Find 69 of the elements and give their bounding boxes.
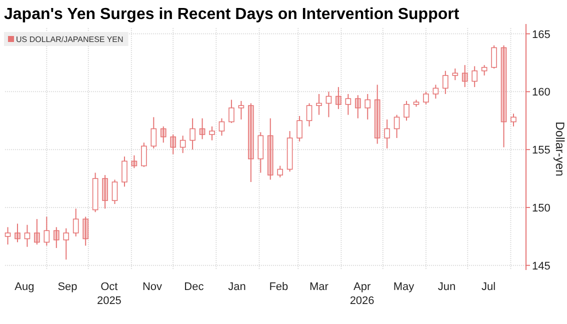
y-tick-label: 160 <box>532 86 550 99</box>
candlestick <box>238 100 244 120</box>
y-tick-label: 155 <box>532 144 550 157</box>
x-tick-label: Oct 2025 <box>96 281 122 307</box>
candlestick <box>394 114 400 138</box>
candlestick <box>63 228 70 260</box>
x-tick-label: May <box>393 281 415 293</box>
candlestick <box>481 64 488 76</box>
candlestick <box>209 126 215 141</box>
candlestick <box>296 116 302 142</box>
x-tick-label: Nov <box>142 281 163 293</box>
candlestick <box>4 226 11 246</box>
legend-label: US DOLLAR/JAPANESE YEN <box>16 35 124 44</box>
x-tick-label: Jun <box>438 281 456 293</box>
candlestick <box>102 174 108 210</box>
candlestick <box>316 94 322 116</box>
candlestick <box>354 94 361 119</box>
candlestick <box>336 86 342 110</box>
candlestick <box>423 91 429 105</box>
x-tick-label: Sep <box>58 281 78 293</box>
candlestick <box>54 226 60 248</box>
candlestick <box>190 118 196 150</box>
candlestick <box>14 223 20 243</box>
candlestick <box>267 118 274 180</box>
candlestick <box>248 102 254 182</box>
y-tick-label: 145 <box>532 260 550 272</box>
candlestick <box>404 100 410 122</box>
candlestick <box>228 99 234 124</box>
candlestick <box>374 84 380 144</box>
x-tick-label: Mar <box>310 281 329 293</box>
candlestick <box>306 102 312 127</box>
candlestick <box>364 94 371 120</box>
candlestick <box>462 64 468 88</box>
candlestick <box>326 91 332 118</box>
candlestick <box>500 44 507 148</box>
candlestick <box>218 118 225 136</box>
candlestick <box>199 118 206 140</box>
candlestick <box>491 44 497 70</box>
candlestick <box>170 134 176 155</box>
y-axis-title: Dollar-yen <box>553 122 567 176</box>
y-tick-label: 150 <box>532 202 550 214</box>
candlestick <box>345 94 352 116</box>
candlestick <box>258 132 264 174</box>
candlestick <box>34 218 40 246</box>
candlestick <box>24 224 30 248</box>
x-tick-label: Jan <box>228 281 246 293</box>
candlestick <box>160 126 166 144</box>
y-tick-label: 165 <box>532 28 550 41</box>
candlestick <box>72 208 79 237</box>
candlestick <box>180 135 186 154</box>
candlestick <box>112 179 118 204</box>
candlestick <box>150 116 157 149</box>
candlestick <box>510 113 516 127</box>
x-tick-label: Dec <box>184 281 204 293</box>
candlestick <box>452 68 458 81</box>
candlestick <box>82 216 88 246</box>
candlestick <box>277 165 283 178</box>
x-tick-label: Feb <box>269 281 288 293</box>
x-tick-label: Aug <box>14 281 34 293</box>
candlestick <box>432 84 439 100</box>
candlestick <box>384 118 390 149</box>
candlestick <box>141 142 147 168</box>
x-tick-label: Jul <box>481 281 496 293</box>
candlestick <box>472 66 478 88</box>
candlestick <box>44 216 50 246</box>
candlestick <box>122 156 128 188</box>
chart-title: Japan's Yen Surges in Recent Days on Intervention Support <box>4 6 460 23</box>
x-tick-label: Apr 2026 <box>350 281 374 307</box>
candlestick <box>442 70 448 94</box>
